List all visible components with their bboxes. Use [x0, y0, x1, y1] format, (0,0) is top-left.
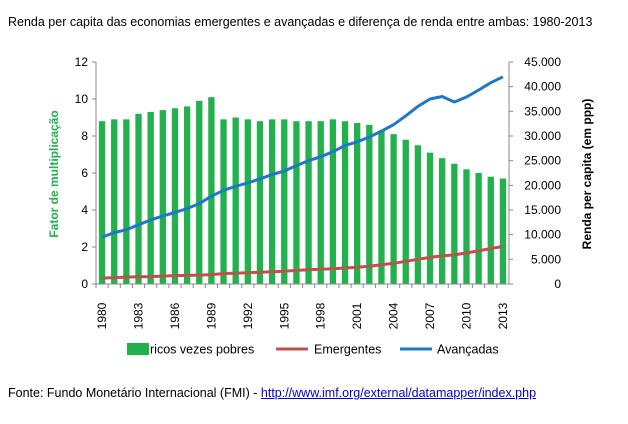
x-tick-label: 1986	[168, 302, 182, 329]
bar-2000	[341, 121, 349, 284]
bar-1980	[98, 121, 106, 284]
legend-label: Avançadas	[437, 343, 499, 357]
bar-2012	[487, 176, 494, 284]
legend-label: ricos vezes pobres	[150, 343, 254, 357]
y-right-tick-label: 20.000	[524, 178, 561, 192]
y-axis-right-title: Renda per capita (em ppp)	[580, 99, 594, 250]
source-note: Fonte: Fundo Monetário Internacional (FM…	[8, 386, 536, 400]
bar-2007	[426, 152, 434, 284]
bar-1987	[183, 106, 191, 285]
y-left-tick-label: 8	[81, 129, 88, 143]
legend-label: Emergentes	[314, 343, 381, 357]
bar-1989	[208, 97, 215, 285]
bar-1981	[111, 119, 118, 284]
bar-1996	[293, 121, 300, 284]
legend: ricos vezes pobres Emergentes Avançadas	[127, 343, 499, 357]
y-right-tick-label: 15.000	[524, 203, 561, 217]
y-axis-left-title: Fator de multiplicação	[47, 110, 61, 237]
y-left-tick-label: 0	[81, 277, 88, 291]
y-right-tick-label: 30.000	[524, 129, 561, 143]
y-right-tick-label: 10.000	[524, 228, 561, 242]
source-prefix: Fonte: Fundo Monetário Internacional (FM…	[8, 386, 261, 400]
bar-1997	[305, 121, 312, 284]
y-left-tick-label: 6	[81, 166, 88, 180]
x-tick-label: 1995	[277, 302, 291, 329]
bar-1995	[281, 119, 288, 284]
line-emergentes	[102, 245, 504, 280]
bar-1982	[123, 119, 130, 284]
x-tick-label: 2013	[496, 302, 510, 329]
bar-2002	[366, 124, 373, 285]
y-right-tick-label: 45.000	[524, 55, 561, 69]
y-left-tick-label: 4	[81, 203, 88, 217]
bar-2008	[439, 158, 446, 284]
line-series	[101, 75, 504, 280]
chart-title: Renda per capita das economias emergente…	[8, 15, 593, 29]
bar-1986	[171, 108, 179, 284]
bar-2004	[390, 134, 397, 284]
bar-2010	[463, 169, 470, 284]
bar-1984	[147, 111, 154, 284]
y-left-tick-label: 10	[75, 92, 89, 106]
axes	[95, 62, 510, 285]
x-tick-label: 2001	[350, 302, 364, 329]
bar-1999	[329, 119, 337, 284]
x-tick-label: 1989	[204, 302, 218, 329]
bar-2013	[499, 178, 507, 284]
y-right-tick-label: 35.000	[524, 104, 561, 118]
x-tick-label: 2004	[387, 302, 401, 329]
x-tick-label: 2010	[459, 302, 473, 329]
bar-1991	[232, 117, 239, 284]
bar-2001	[354, 123, 361, 284]
x-tick-label: 1998	[314, 302, 328, 329]
y-right-tick-label: 25.000	[524, 154, 561, 168]
bar-2011	[475, 173, 482, 284]
bar-2009	[451, 163, 458, 284]
x-tick-label: 1983	[132, 302, 146, 329]
x-tick-label: 1980	[95, 302, 109, 329]
bar-1988	[196, 100, 203, 284]
bar-1983	[135, 113, 142, 284]
y-right-tick-label: 5.000	[531, 252, 561, 266]
source-link[interactable]: http://www.imf.org/external/datamapper/i…	[260, 386, 537, 400]
bar-2005	[402, 139, 409, 284]
bar-2003	[378, 130, 385, 284]
bar-1992	[244, 119, 251, 284]
tick-labels: 0 2 4 6 8 10 12 0 5.000 10.000 15.000 20.000 25.000 3…	[75, 55, 562, 329]
y-right-tick-label: 0	[554, 277, 561, 291]
y-left-tick-label: 12	[75, 55, 89, 69]
bar-1998	[317, 121, 324, 284]
bar-series-ricos-vezes-pobres	[98, 97, 507, 285]
bar-1994	[268, 119, 276, 284]
y-right-tick-label: 40.000	[524, 80, 561, 94]
y-left-tick-label: 2	[81, 240, 88, 254]
x-tick-label: 1992	[241, 302, 255, 329]
x-tick-label: 2007	[423, 302, 437, 329]
bar-1990	[220, 119, 227, 284]
line-avançadas	[101, 75, 504, 239]
bar-1985	[159, 110, 166, 284]
legend-swatch-bar	[127, 343, 149, 355]
bar-2006	[414, 145, 422, 284]
bar-1993	[256, 121, 264, 284]
